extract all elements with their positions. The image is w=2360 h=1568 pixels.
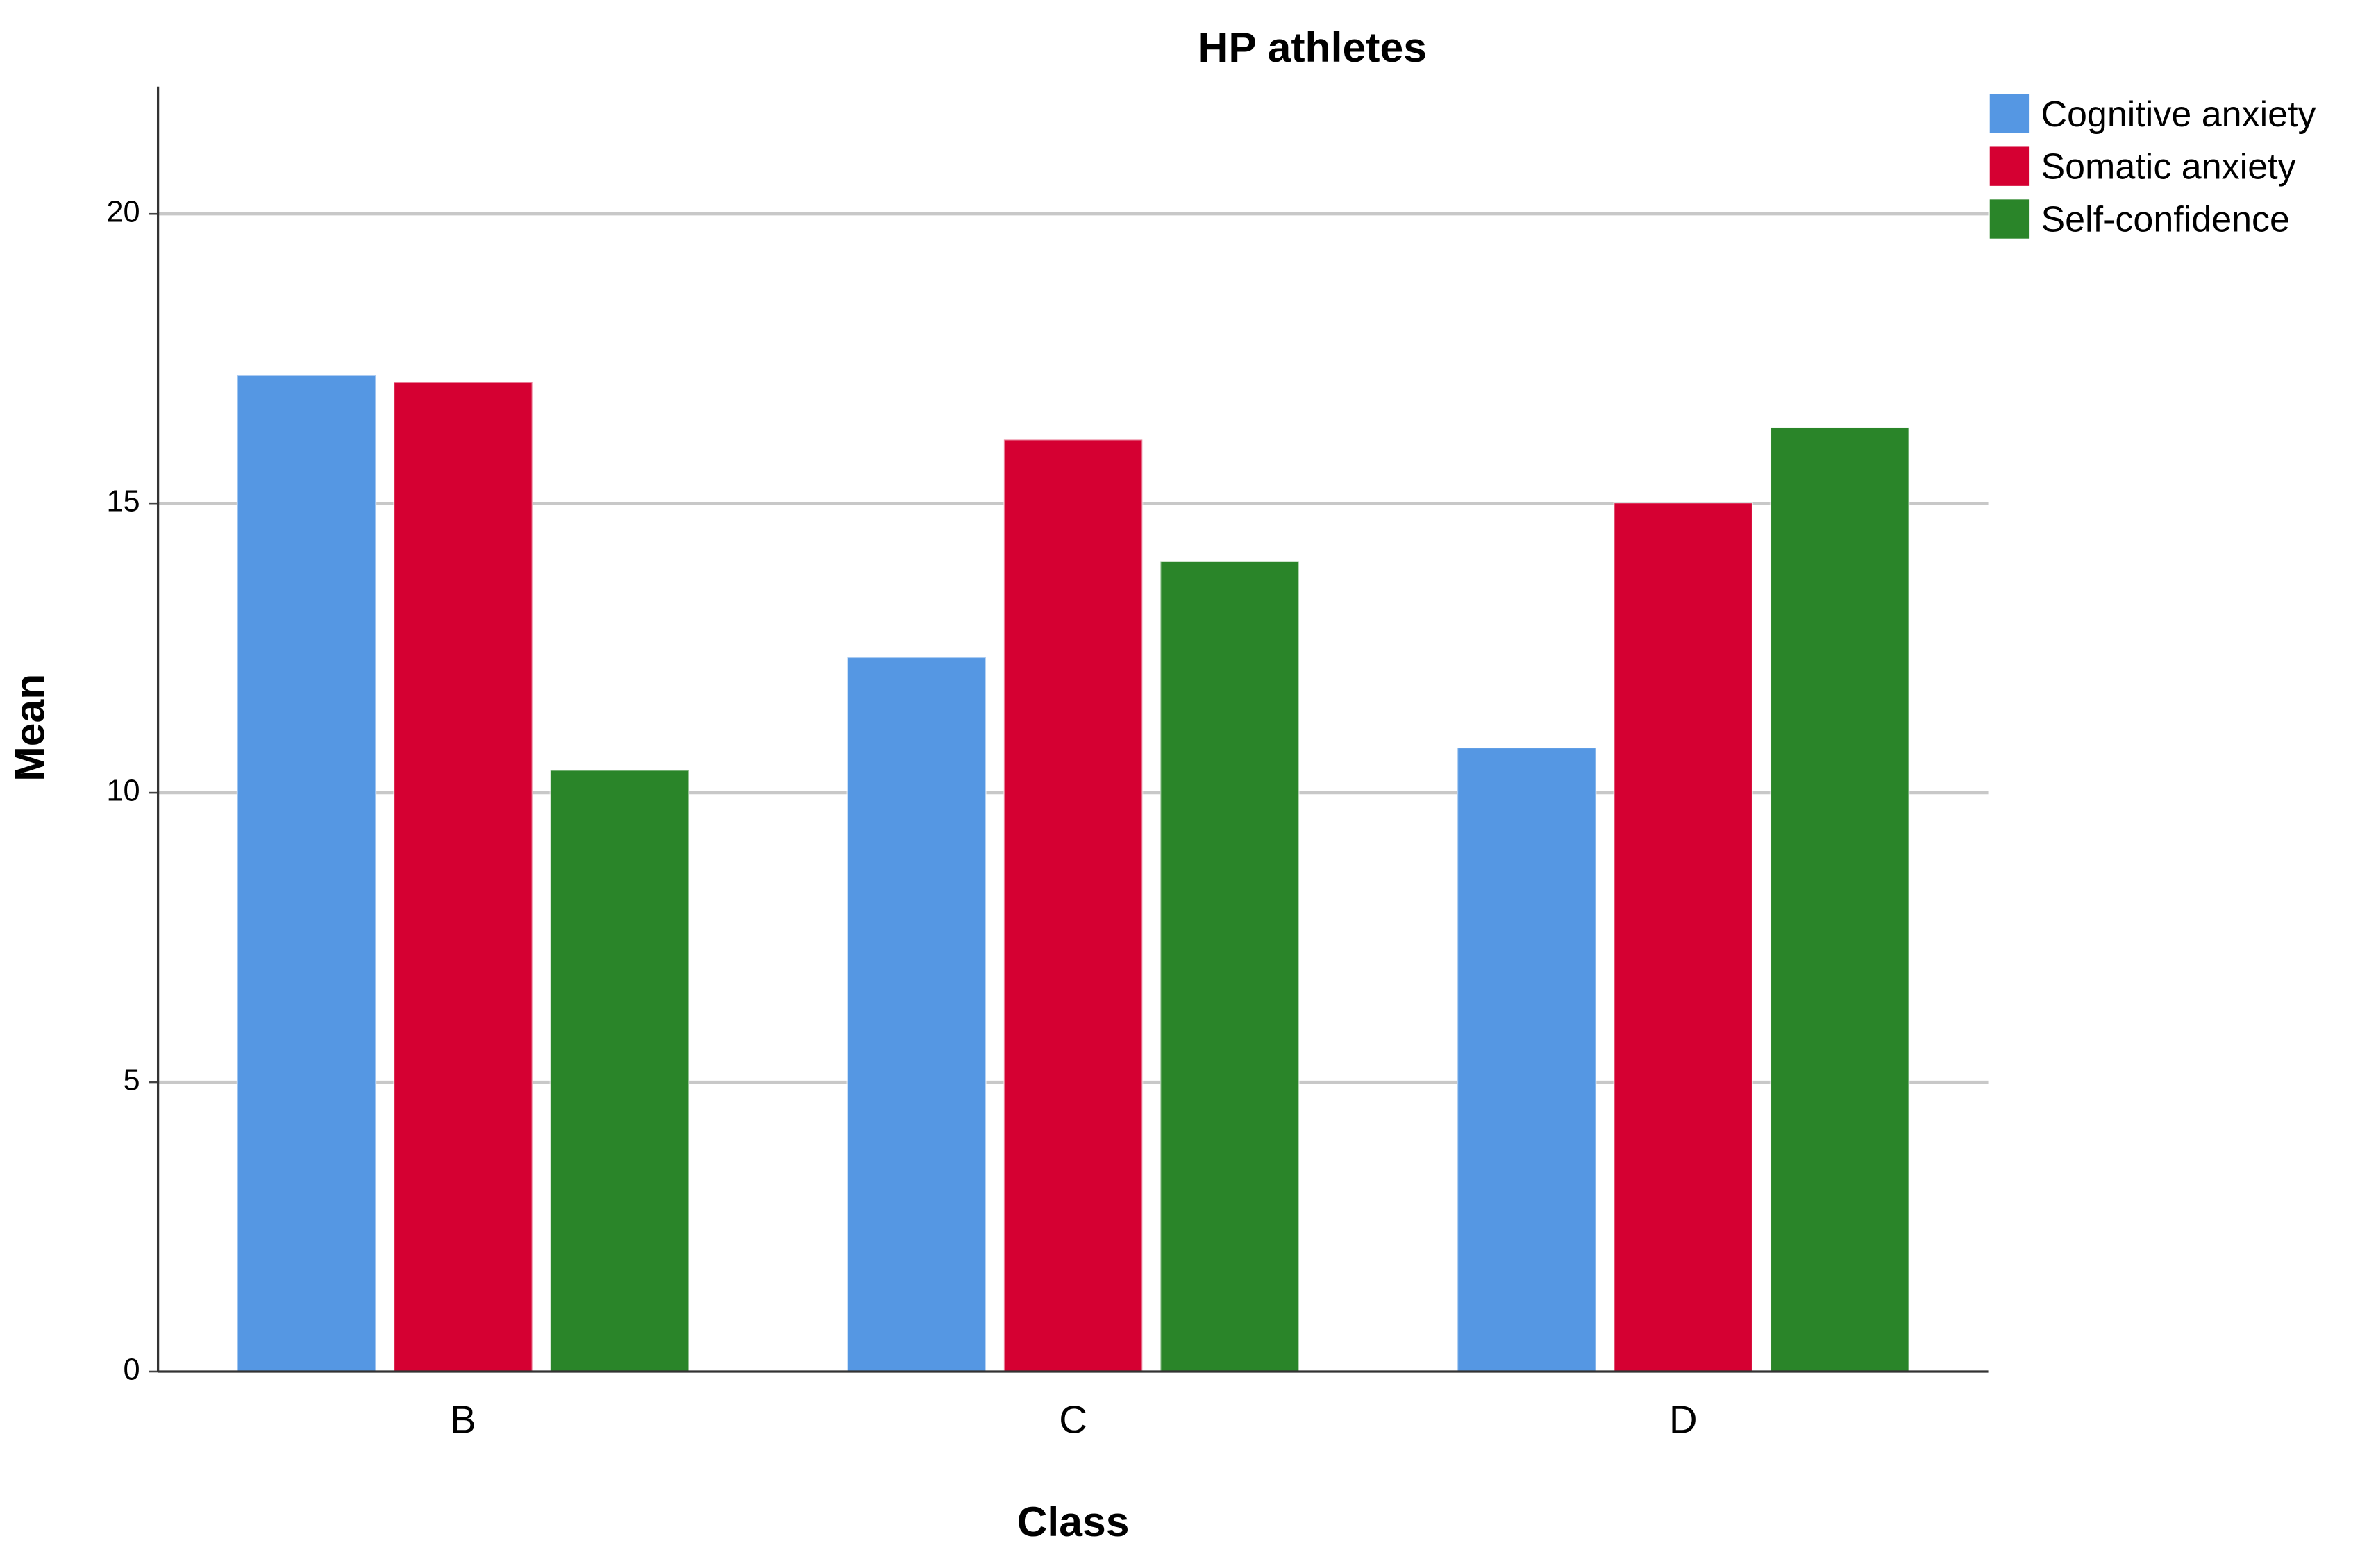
legend-swatch xyxy=(1989,199,2030,239)
y-tick-label: 10 xyxy=(106,775,140,808)
legend-swatch xyxy=(1989,94,2030,133)
legend-label: Somatic anxiety xyxy=(2041,147,2295,187)
y-axis-label: Mean xyxy=(6,674,53,782)
bar xyxy=(1003,439,1144,1373)
x-tick-label: D xyxy=(1669,1398,1698,1442)
bar xyxy=(236,373,377,1373)
legend-label: Cognitive anxiety xyxy=(2041,94,2316,135)
x-tick-label: B xyxy=(450,1398,476,1442)
y-tick-label: 20 xyxy=(106,196,140,229)
y-tick-label: 5 xyxy=(123,1064,140,1097)
bar xyxy=(393,381,533,1373)
x-tick-label: C xyxy=(1059,1398,1087,1442)
bar xyxy=(549,769,690,1373)
bar xyxy=(1613,502,1754,1373)
bar xyxy=(1769,426,1910,1373)
y-tick-label: 15 xyxy=(106,485,140,519)
chart-title: HP athletes xyxy=(1198,24,1427,71)
bar xyxy=(846,656,987,1373)
bar xyxy=(1457,746,1597,1373)
x-axis-label: Class xyxy=(1017,1498,1130,1545)
bar xyxy=(1160,560,1300,1373)
legend-swatch xyxy=(1989,146,2030,186)
y-tick-label: 0 xyxy=(123,1353,140,1386)
legend-label: Self-confidence xyxy=(2041,200,2290,240)
